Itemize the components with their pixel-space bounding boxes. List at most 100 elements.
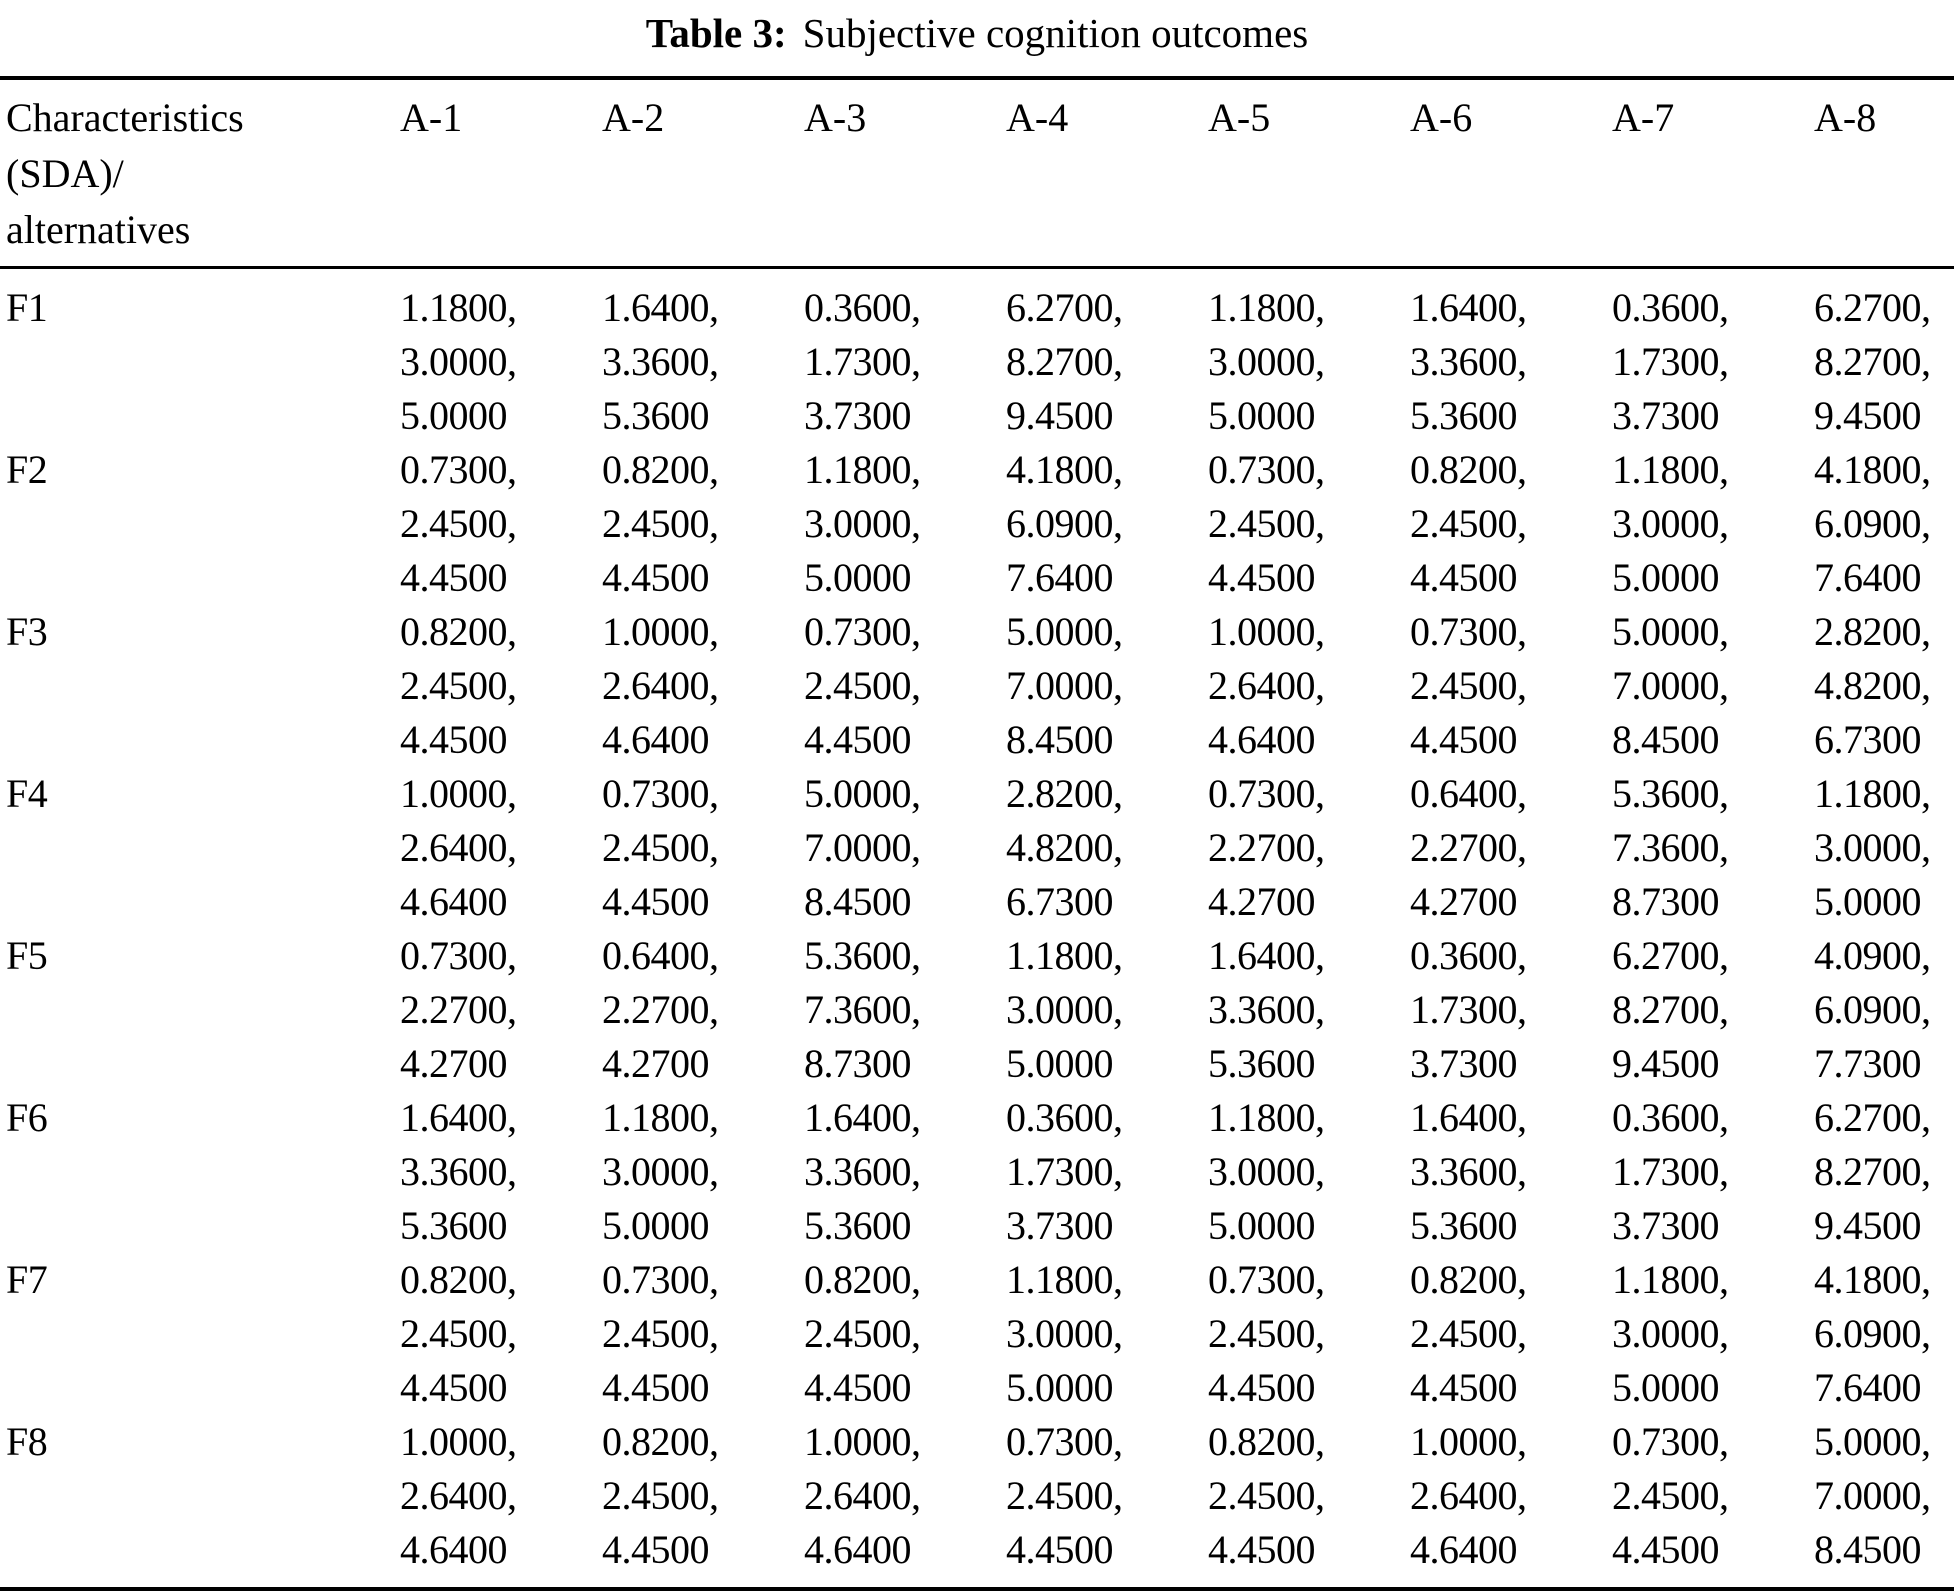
cell-value-line: 3.3600, [1410,1149,1527,1194]
cell-value-line: 1.1800, [1208,285,1325,330]
cell-value-line: 4.4500 [804,1365,912,1410]
fuzzy-value-cell: 2.8200, 4.8200, 6.7300 [1814,605,1954,767]
cell-value-line: 5.0000 [602,1203,710,1248]
row-label-f2: F2 [6,447,48,492]
cell-value-line: 2.6400, [602,663,719,708]
cell-value-line: 7.7300 [1814,1041,1922,1086]
fuzzy-value-cell: 6.2700, 8.2700, 9.4500 [1006,268,1208,444]
fuzzy-value-cell: 0.7300, 2.2700, 4.2700 [400,929,602,1091]
cell-value-line: 1.7300, [1410,987,1527,1032]
cell-value-line: 4.6400 [400,1527,508,1572]
cell-value-line: 6.0900, [1814,501,1931,546]
cell-value-line: 3.0000, [804,501,921,546]
cell-value-line: 9.4500 [1814,393,1922,438]
cell-value-line: 4.6400 [1208,717,1316,762]
fuzzy-value-cell: 1.0000, 2.6400, 4.6400 [1208,605,1410,767]
cell-value-line: 5.0000 [804,555,912,600]
cell-value-line: 3.0000, [1814,825,1931,870]
cell-value-line: 3.3600, [1410,339,1527,384]
cell-value-line: 0.8200, [400,1257,517,1302]
cell-value-line: 6.0900, [1814,987,1931,1032]
cell-value-line: 2.4500, [602,501,719,546]
fuzzy-value-cell: 1.6400, 3.3600, 5.3600 [1410,268,1612,444]
cell-value-line: 8.2700, [1006,339,1123,384]
cell-value-line: 4.4500 [602,879,710,924]
fuzzy-value-cell: 0.7300, 2.4500, 4.4500 [1410,605,1612,767]
cell-value-line: 4.4500 [400,717,508,762]
cell-value-line: 6.2700, [1006,285,1123,330]
cell-value-line: 7.0000, [804,825,921,870]
cell-value-line: 3.0000, [400,339,517,384]
cell-value-line: 9.4500 [1814,1203,1922,1248]
cell-value-line: 4.4500 [602,555,710,600]
fuzzy-value-cell: 0.8200, 2.4500, 4.4500 [400,1253,602,1415]
cell-value-line: 0.3600, [1410,933,1527,978]
header-a-4: A-4 [1006,95,1069,140]
cell-value-line: 5.0000 [1006,1365,1114,1410]
cell-value-line: 3.3600, [400,1149,517,1194]
table-row-f1: F1 1.1800, 3.0000, 5.0000 1.6400, 3.3600, 5.36… [0,268,1954,444]
cell-value-line: 3.0000, [1612,1311,1729,1356]
fuzzy-value-cell: 4.1800, 6.0900, 7.6400 [1814,443,1954,605]
cell-value-line: 7.3600, [1612,825,1729,870]
cell-value-line: 2.4500, [1410,1311,1527,1356]
fuzzy-value-cell: 0.8200, 2.4500, 4.4500 [1410,443,1612,605]
cell-value-line: 1.7300, [1006,1149,1123,1194]
fuzzy-value-cell: 0.7300, 2.4500, 4.4500 [602,1253,804,1415]
cell-value-line: 1.1800, [1814,771,1931,816]
fuzzy-value-cell: 6.2700, 8.2700, 9.4500 [1814,268,1954,444]
cell-value-line: 5.0000 [1006,1041,1114,1086]
fuzzy-value-cell: 1.0000, 2.6400, 4.6400 [804,1415,1006,1589]
cell-value-line: 3.7300 [1612,393,1720,438]
cell-value-line: 0.3600, [804,285,921,330]
fuzzy-value-cell: 1.1800, 3.0000, 5.0000 [1208,268,1410,444]
cell-value-line: 3.0000, [602,1149,719,1194]
cell-value-line: 0.7300, [602,1257,719,1302]
row-label-f6: F6 [6,1095,48,1140]
fuzzy-value-cell: 1.1800, 3.0000, 5.0000 [1814,767,1954,929]
fuzzy-value-cell: 1.0000, 2.6400, 4.6400 [602,605,804,767]
cell-value-line: 1.1800, [1006,933,1123,978]
fuzzy-value-cell: 0.7300, 2.2700, 4.2700 [1208,767,1410,929]
header-a-6: A-6 [1410,95,1473,140]
fuzzy-value-cell: 5.3600, 7.3600, 8.7300 [1612,767,1814,929]
cell-value-line: 4.8200, [1006,825,1123,870]
cell-value-line: 2.4500, [1612,1473,1729,1518]
cell-value-line: 5.0000 [1208,393,1316,438]
fuzzy-value-cell: 0.3600, 1.7300, 3.7300 [1006,1091,1208,1253]
cell-value-line: 7.0000, [1006,663,1123,708]
cell-value-line: 3.0000, [1208,1149,1325,1194]
cell-value-line: 1.6400, [1208,933,1325,978]
cell-value-line: 4.8200, [1814,663,1931,708]
cell-value-line: 0.7300, [400,933,517,978]
fuzzy-value-cell: 0.6400, 2.2700, 4.2700 [602,929,804,1091]
cell-value-line: 6.0900, [1006,501,1123,546]
cell-value-line: 1.0000, [1410,1419,1527,1464]
cell-value-line: 0.8200, [1410,447,1527,492]
cell-value-line: 1.1800, [1208,1095,1325,1140]
cell-value-line: 3.0000, [1612,501,1729,546]
fuzzy-value-cell: 0.7300, 2.4500, 4.4500 [1208,1253,1410,1415]
cell-value-line: 5.0000, [1814,1419,1931,1464]
header-a-8: A-8 [1814,95,1877,140]
cell-value-line: 2.2700, [400,987,517,1032]
cell-value-line: 5.0000 [1612,555,1720,600]
cell-value-line: 1.7300, [804,339,921,384]
cell-value-line: 0.7300, [1006,1419,1123,1464]
fuzzy-value-cell: 0.8200, 2.4500, 4.4500 [602,1415,804,1589]
cell-value-line: 8.7300 [1612,879,1720,924]
fuzzy-value-cell: 1.6400, 3.3600, 5.3600 [602,268,804,444]
fuzzy-value-cell: 0.3600, 1.7300, 3.7300 [1410,929,1612,1091]
cell-value-line: 4.4500 [1208,555,1316,600]
fuzzy-value-cell: 0.7300, 2.4500, 4.4500 [1006,1415,1208,1589]
fuzzy-value-cell: 6.2700, 8.2700, 9.4500 [1814,1091,1954,1253]
cell-value-line: 1.6400, [1410,1095,1527,1140]
cell-value-line: 1.6400, [400,1095,517,1140]
cell-value-line: 2.6400, [400,1473,517,1518]
table-body: F1 1.1800, 3.0000, 5.0000 1.6400, 3.3600, 5.36… [0,268,1954,1590]
header-a-7: A-7 [1612,95,1675,140]
cell-value-line: 0.7300, [1208,1257,1325,1302]
cell-value-line: 8.4500 [1006,717,1114,762]
fuzzy-value-cell: 5.0000, 7.0000, 8.4500 [1006,605,1208,767]
fuzzy-value-cell: 0.7300, 2.4500, 4.4500 [400,443,602,605]
